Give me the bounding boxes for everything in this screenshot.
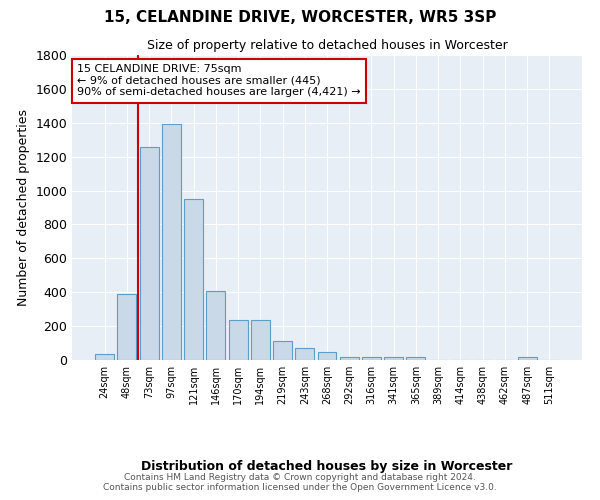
Y-axis label: Number of detached properties: Number of detached properties xyxy=(17,109,30,306)
Bar xyxy=(384,357,403,360)
Bar xyxy=(273,340,292,360)
Bar xyxy=(362,357,381,360)
Text: Contains public sector information licensed under the Open Government Licence v3: Contains public sector information licen… xyxy=(103,484,497,492)
Text: 15, CELANDINE DRIVE, WORCESTER, WR5 3SP: 15, CELANDINE DRIVE, WORCESTER, WR5 3SP xyxy=(104,10,496,25)
Bar xyxy=(295,348,314,360)
Bar xyxy=(406,357,425,360)
Bar xyxy=(251,320,270,360)
Bar xyxy=(229,320,248,360)
Bar xyxy=(317,352,337,360)
Text: 15 CELANDINE DRIVE: 75sqm
← 9% of detached houses are smaller (445)
90% of semi-: 15 CELANDINE DRIVE: 75sqm ← 9% of detach… xyxy=(77,64,361,98)
Bar xyxy=(162,124,181,360)
X-axis label: Distribution of detached houses by size in Worcester: Distribution of detached houses by size … xyxy=(142,460,512,473)
Bar xyxy=(184,199,203,360)
Text: Contains HM Land Registry data © Crown copyright and database right 2024.: Contains HM Land Registry data © Crown c… xyxy=(124,472,476,482)
Bar xyxy=(340,357,359,360)
Bar xyxy=(95,354,114,360)
Bar xyxy=(206,290,225,360)
Bar xyxy=(518,357,536,360)
Bar xyxy=(118,294,136,360)
Bar xyxy=(140,146,158,360)
Title: Size of property relative to detached houses in Worcester: Size of property relative to detached ho… xyxy=(146,40,508,52)
